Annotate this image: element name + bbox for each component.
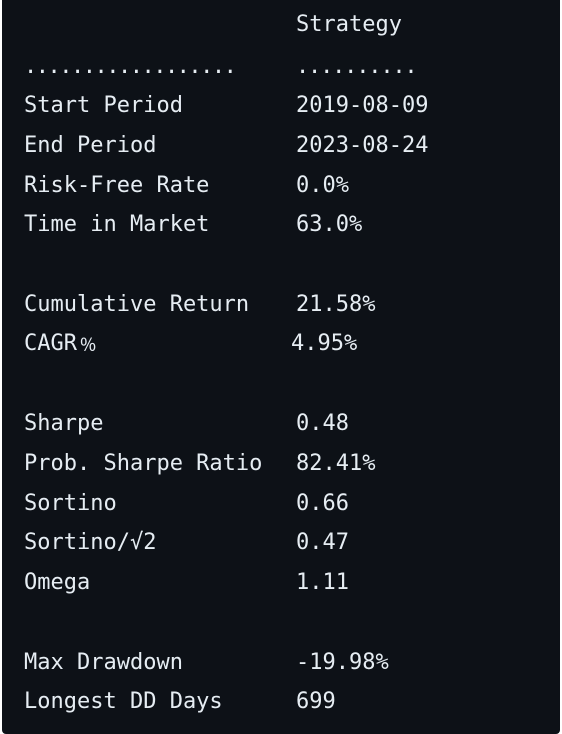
row-value: 0.48	[296, 411, 349, 436]
table-row: Sharpe 0.48	[2, 409, 560, 439]
table-row: Time in Market 63.0%	[2, 210, 560, 240]
table-row: Prob. Sharpe Ratio 82.41%	[2, 449, 560, 479]
row-label: CAGR﹪	[24, 331, 99, 356]
row-label: Sortino	[24, 491, 117, 516]
table-row: Start Period 2019-08-09	[2, 91, 560, 121]
row-label: Risk-Free Rate	[24, 173, 210, 198]
row-label: Longest DD Days	[24, 689, 223, 714]
column-header-strategy: Strategy	[296, 12, 402, 37]
row-value: 0.47	[296, 530, 349, 555]
table-row: Risk-Free Rate 0.0%	[2, 171, 560, 201]
row-value: 0.66	[296, 491, 349, 516]
row-value: 1.11	[296, 570, 349, 595]
row-value: 4.95%	[291, 331, 358, 356]
row-value: 0.0%	[296, 173, 349, 198]
row-label: Prob. Sharpe Ratio	[24, 451, 263, 476]
row-value: 63.0%	[296, 212, 363, 237]
separator-left: ..................	[24, 54, 237, 79]
row-value: 2019-08-09	[296, 93, 429, 118]
table-row: Sortino/√2 0.47	[2, 528, 560, 558]
table-row: Cumulative Return 21.58%	[2, 290, 560, 320]
row-label: Sharpe	[24, 411, 104, 436]
table-row: Omega 1.11	[2, 568, 560, 598]
row-label: Max Drawdown	[24, 650, 183, 675]
row-value: -19.98%	[296, 650, 389, 675]
row-value: 2023-08-24	[296, 133, 429, 158]
table-row: CAGR﹪ 4.95%	[2, 329, 560, 359]
row-label: Omega	[24, 570, 91, 595]
table-row: Max Drawdown -19.98%	[2, 648, 560, 678]
row-label: Sortino/√2	[24, 530, 157, 555]
row-label: End Period	[24, 133, 157, 158]
row-value: 21.58%	[296, 292, 376, 317]
table-row: End Period 2023-08-24	[2, 131, 560, 161]
row-value: 82.41%	[296, 451, 376, 476]
row-label: Start Period	[24, 93, 183, 118]
row-label: Time in Market	[24, 212, 210, 237]
table-row: Sortino 0.66	[2, 489, 560, 519]
row-label: Cumulative Return	[24, 292, 250, 317]
table-row: Longest DD Days 699	[2, 687, 560, 717]
row-value: 699	[296, 689, 336, 714]
separator-right: ..........	[296, 54, 418, 79]
